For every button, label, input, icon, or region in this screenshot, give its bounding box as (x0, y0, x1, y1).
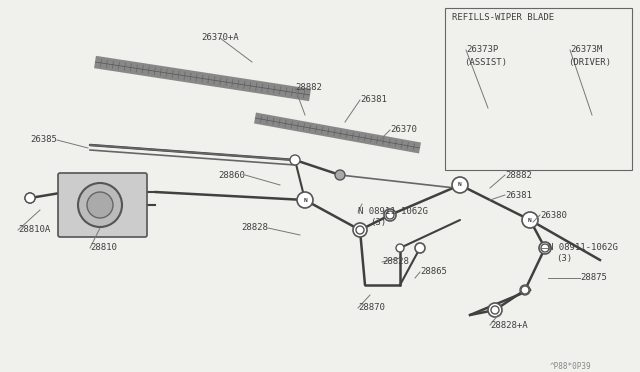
Circle shape (386, 211, 394, 219)
Text: N 08911-1062G: N 08911-1062G (358, 208, 428, 217)
FancyBboxPatch shape (58, 173, 147, 237)
Text: (ASSIST): (ASSIST) (464, 58, 507, 67)
Text: ^P88*0P39: ^P88*0P39 (550, 362, 591, 371)
Circle shape (297, 192, 313, 208)
Text: 28882: 28882 (295, 83, 322, 93)
Text: 28865: 28865 (420, 267, 447, 276)
Circle shape (521, 286, 529, 294)
Circle shape (336, 171, 344, 179)
Text: 26373M: 26373M (570, 45, 602, 55)
Text: 28828: 28828 (241, 224, 268, 232)
Circle shape (396, 244, 404, 252)
Circle shape (488, 303, 502, 317)
Text: 26385: 26385 (30, 135, 57, 144)
Text: 26380: 26380 (540, 211, 567, 219)
Circle shape (25, 193, 35, 203)
Text: 28828+A: 28828+A (490, 321, 527, 330)
Text: N: N (528, 218, 532, 222)
Circle shape (384, 209, 396, 221)
Circle shape (291, 156, 299, 164)
Text: 28810: 28810 (90, 244, 117, 253)
Text: 26373P: 26373P (466, 45, 499, 55)
Text: (3): (3) (556, 253, 572, 263)
Text: 28810A: 28810A (18, 225, 51, 234)
Text: N: N (458, 183, 462, 187)
Text: 28828: 28828 (382, 257, 409, 266)
Circle shape (541, 244, 549, 252)
Circle shape (78, 183, 122, 227)
Circle shape (353, 223, 367, 237)
Text: 28875: 28875 (580, 273, 607, 282)
Text: 26381: 26381 (505, 190, 532, 199)
Circle shape (491, 306, 499, 314)
Text: (DRIVER): (DRIVER) (568, 58, 611, 67)
Circle shape (539, 242, 551, 254)
Circle shape (520, 285, 530, 295)
Text: 28860: 28860 (218, 170, 245, 180)
Bar (445, 8, 632, 170)
Circle shape (415, 243, 425, 253)
Circle shape (356, 226, 364, 234)
Circle shape (452, 177, 468, 193)
Text: (3): (3) (370, 218, 386, 227)
Text: REFILLS-WIPER BLADE: REFILLS-WIPER BLADE (452, 13, 554, 22)
Text: 26370: 26370 (390, 125, 417, 135)
Circle shape (290, 155, 300, 165)
Text: N 08911-1062G: N 08911-1062G (548, 244, 618, 253)
Text: 28870: 28870 (358, 304, 385, 312)
Circle shape (87, 192, 113, 218)
Text: 26370+A: 26370+A (201, 33, 239, 42)
Circle shape (25, 193, 35, 203)
Circle shape (335, 170, 345, 180)
Text: N: N (303, 198, 307, 202)
Text: 26381: 26381 (360, 96, 387, 105)
Circle shape (522, 212, 538, 228)
Text: 28882: 28882 (505, 170, 532, 180)
